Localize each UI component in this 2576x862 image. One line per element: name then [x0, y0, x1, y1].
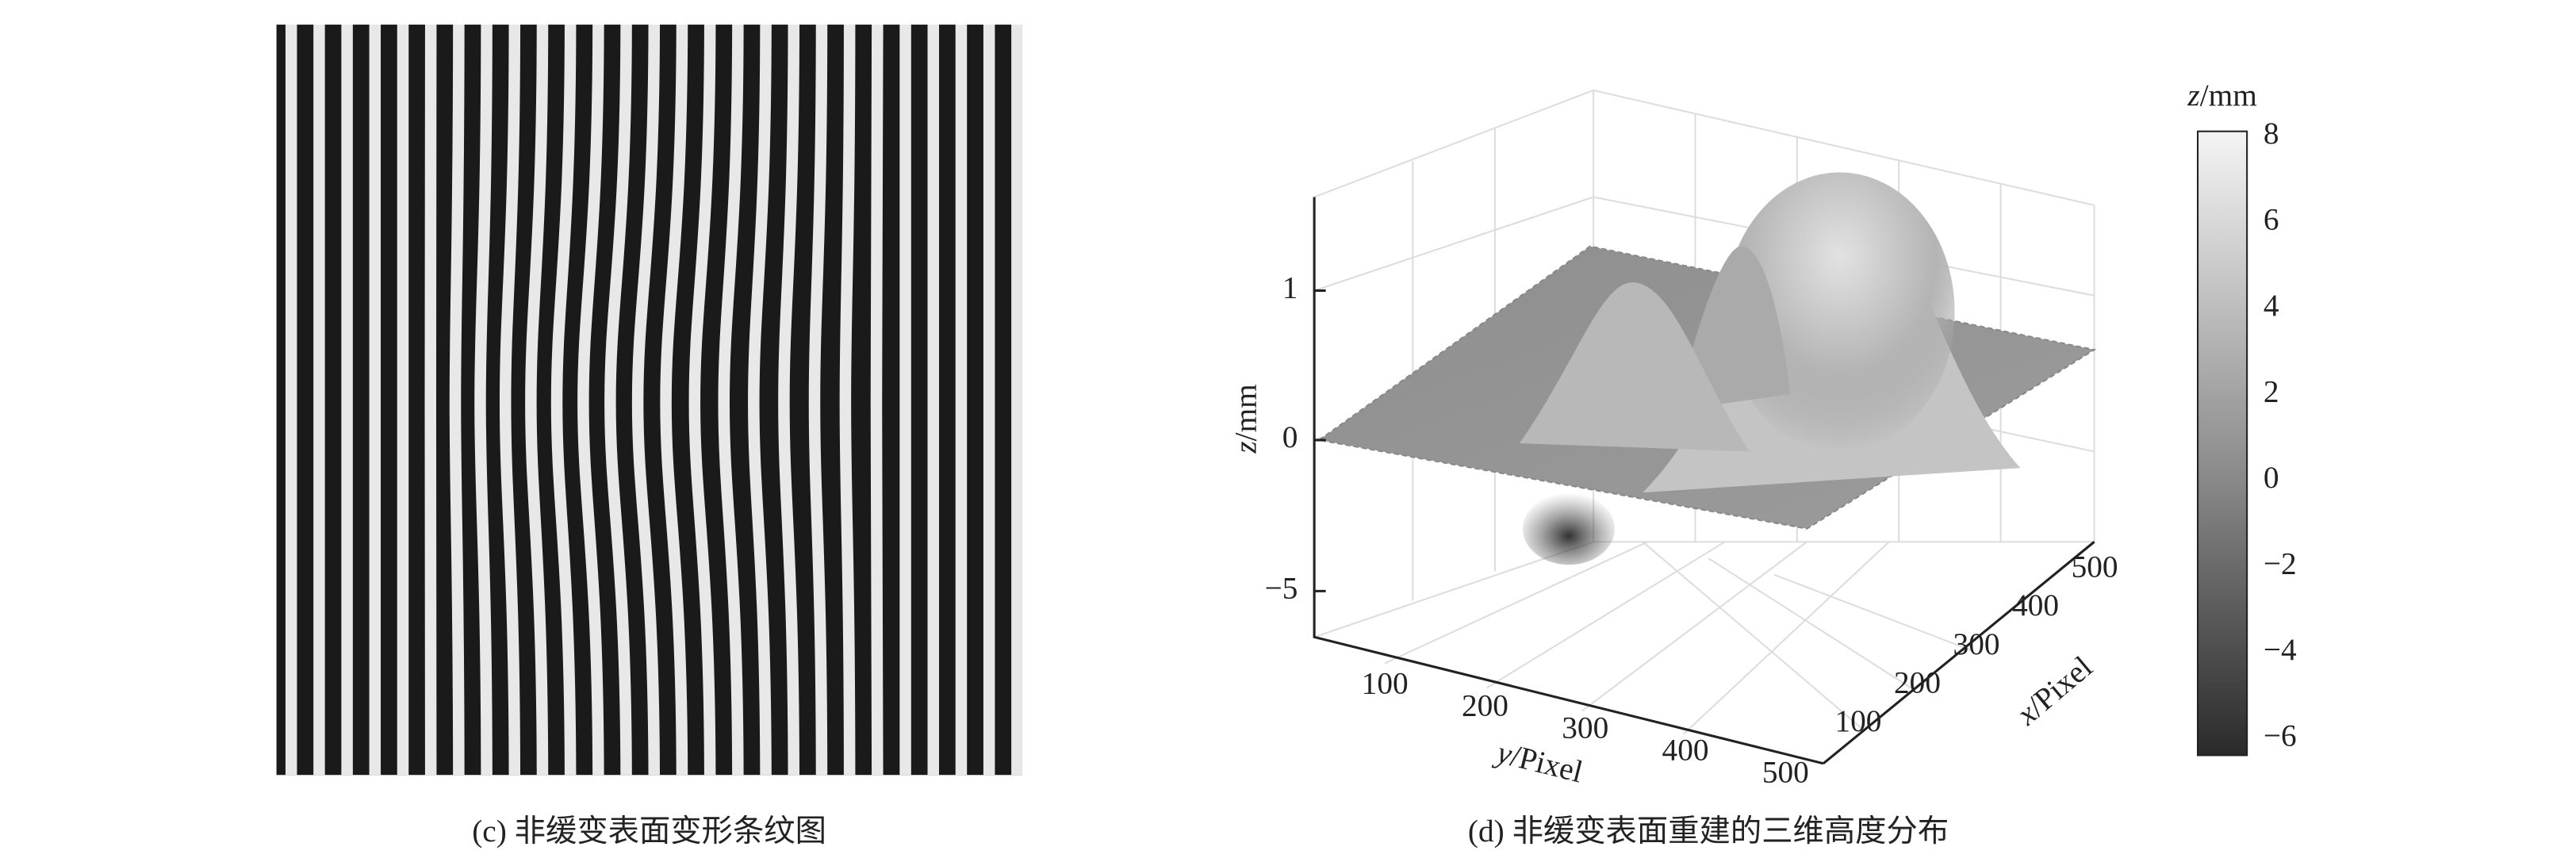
x-tick-label: 200	[1894, 665, 1941, 699]
colorbar	[2197, 130, 2248, 757]
fringe-stripe	[577, 25, 604, 776]
fringe-stripe	[778, 25, 800, 776]
z-axis-label: z/mm	[1228, 384, 1263, 454]
fringe-stripe	[474, 25, 493, 776]
fringe-stripe	[604, 25, 632, 776]
y-unit: /Pixel	[1507, 738, 1586, 790]
colorbar-label: z/mm	[2187, 78, 2256, 113]
fringe-stripe	[688, 25, 716, 776]
fringe-stripe	[718, 25, 744, 776]
fringe-stripe	[808, 25, 828, 776]
fringe-stripe	[499, 25, 521, 776]
fringe-stripe	[631, 25, 661, 776]
ticks: 1 0 −5 100 200 300 400 500 100 200 300 400 500 8 6 4 2 0 −…	[1265, 116, 2297, 789]
surface-peak	[1519, 282, 1750, 452]
fringe-stripe	[449, 25, 465, 776]
fringe-stripe	[748, 25, 772, 776]
z-tick-label: −5	[1265, 570, 1298, 605]
surface-dip	[1523, 492, 1616, 565]
fringe-stripe	[839, 25, 856, 776]
cb-unit: /mm	[2200, 78, 2257, 113]
colorbar-tick-label: 4	[2264, 288, 2279, 323]
y-tick-label: 200	[1462, 688, 1508, 722]
caption-d: (d) 非缓变表面重建的三维高度分布	[1468, 814, 1949, 849]
x-tick-label: 500	[2072, 549, 2118, 584]
z-unit: /mm	[1228, 384, 1263, 441]
z-var: z	[1228, 441, 1263, 454]
colorbar-tick-label: 6	[2264, 201, 2279, 236]
colorbar-tick-label: 8	[2264, 116, 2279, 151]
caption-c: (c) 非缓变表面变形条纹图	[472, 814, 826, 849]
y-tick-label: 500	[1762, 754, 1809, 789]
y-tick-label: 400	[1662, 732, 1709, 767]
x-tick-label: 400	[2012, 588, 2059, 623]
z-tick-label: 1	[1282, 270, 1298, 305]
y-tick-label: 100	[1362, 665, 1409, 700]
fringe-stripe	[550, 25, 577, 776]
fringe-stripe	[525, 25, 549, 776]
colorbar-tick-label: −6	[2264, 718, 2297, 753]
x-tick-label: 100	[1834, 703, 1881, 738]
x-tick-label: 300	[1953, 626, 2000, 661]
x-axis-label: x/Pixel	[2010, 649, 2099, 733]
surface-peak	[1675, 246, 1791, 411]
cb-var: z	[2187, 78, 2199, 113]
colorbar-tick-label: 0	[2264, 460, 2279, 495]
fringe-stripe	[870, 25, 884, 776]
z-tick-label: 0	[1282, 420, 1298, 454]
fringes	[285, 25, 1022, 776]
colorbar-tick-label: 2	[2264, 374, 2279, 408]
y-tick-label: 300	[1562, 710, 1608, 745]
fringe-stripe	[660, 25, 688, 776]
axes	[1313, 197, 2095, 765]
colorbar-tick-label: −2	[2264, 546, 2297, 580]
colorbar-tick-label: −4	[2264, 632, 2297, 667]
